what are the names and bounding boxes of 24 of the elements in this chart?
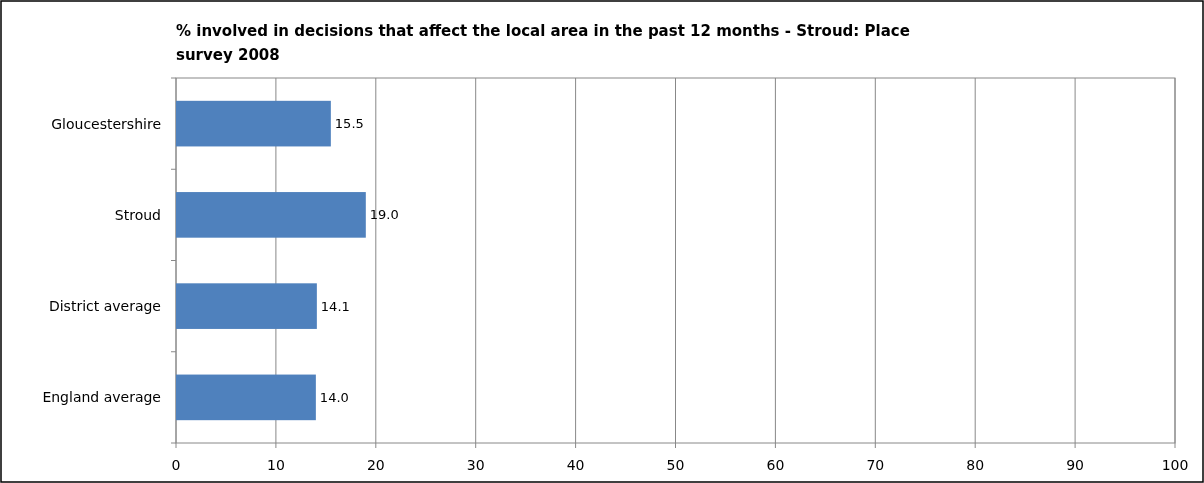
x-tick-label: 80 xyxy=(966,457,985,473)
x-tick-label: 0 xyxy=(171,457,181,473)
data-label: 19.0 xyxy=(369,207,399,223)
data-label: 14.0 xyxy=(319,389,349,405)
x-tick-label: 100 xyxy=(1161,457,1189,473)
x-tick-label: 60 xyxy=(766,457,785,473)
y-tick-label: Gloucestershire xyxy=(51,115,161,132)
chart-title: % involved in decisions that affect the local area in the past 12 months - Stroud: Place survey 2008 xyxy=(176,22,910,64)
data-label: 15.5 xyxy=(334,116,364,132)
bar xyxy=(176,283,317,329)
data-label: 14.1 xyxy=(320,298,350,314)
x-tick-label: 90 xyxy=(1066,457,1085,473)
y-tick-label: England average xyxy=(42,389,161,406)
y-tick-label: District average xyxy=(48,298,161,315)
bar xyxy=(176,100,331,147)
x-tick-label: 20 xyxy=(366,457,385,473)
x-tick-label: 30 xyxy=(466,457,485,473)
y-tick-label: Stroud xyxy=(114,206,161,223)
x-tick-label: 70 xyxy=(866,457,885,473)
bar xyxy=(176,374,316,421)
bar xyxy=(176,192,366,238)
x-tick-label: 10 xyxy=(266,457,285,473)
x-tick-label: 40 xyxy=(566,457,585,473)
x-tick-label: 50 xyxy=(666,457,685,473)
